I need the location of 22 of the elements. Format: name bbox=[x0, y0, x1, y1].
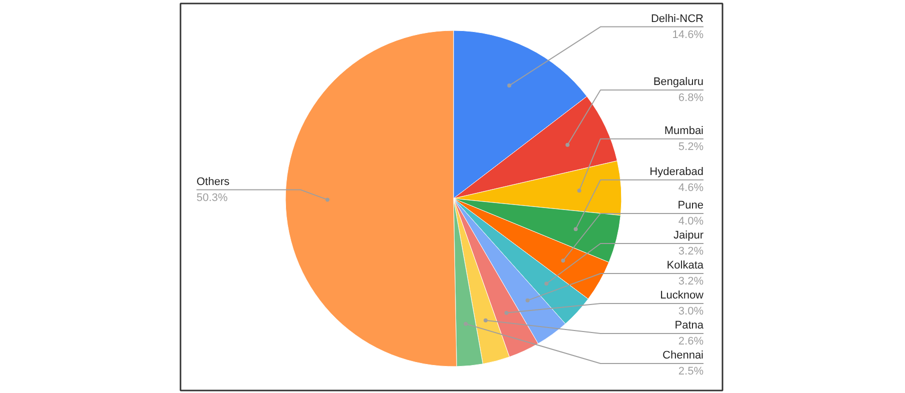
data-label: 2.5% bbox=[678, 366, 704, 378]
slice-label: Patna bbox=[674, 320, 704, 332]
data-label: 4.6% bbox=[678, 182, 704, 194]
slice-label: Jaipur bbox=[674, 230, 704, 242]
slice-label: Hyderabad bbox=[650, 166, 704, 178]
data-label: 3.0% bbox=[678, 306, 704, 318]
slice-label: Pune bbox=[678, 200, 704, 212]
data-label: 3.2% bbox=[678, 276, 704, 288]
slice-label: Mumbai bbox=[664, 124, 704, 137]
slice-label: Kolkata bbox=[666, 260, 704, 272]
data-label: 50.3% bbox=[196, 192, 228, 204]
slice-label: Chennai bbox=[662, 350, 704, 362]
slice-label: Delhi-NCR bbox=[650, 12, 704, 25]
slice-label: Lucknow bbox=[660, 290, 704, 302]
slice-label: Bengaluru bbox=[653, 76, 704, 88]
data-label: 4.0% bbox=[678, 216, 704, 228]
data-label: 6.8% bbox=[678, 92, 704, 104]
data-label: 14.6% bbox=[672, 28, 704, 41]
slice-label: Others bbox=[196, 176, 230, 188]
data-label: 2.6% bbox=[678, 336, 704, 348]
data-label: 3.2% bbox=[678, 246, 704, 258]
data-label: 5.2% bbox=[678, 140, 704, 153]
